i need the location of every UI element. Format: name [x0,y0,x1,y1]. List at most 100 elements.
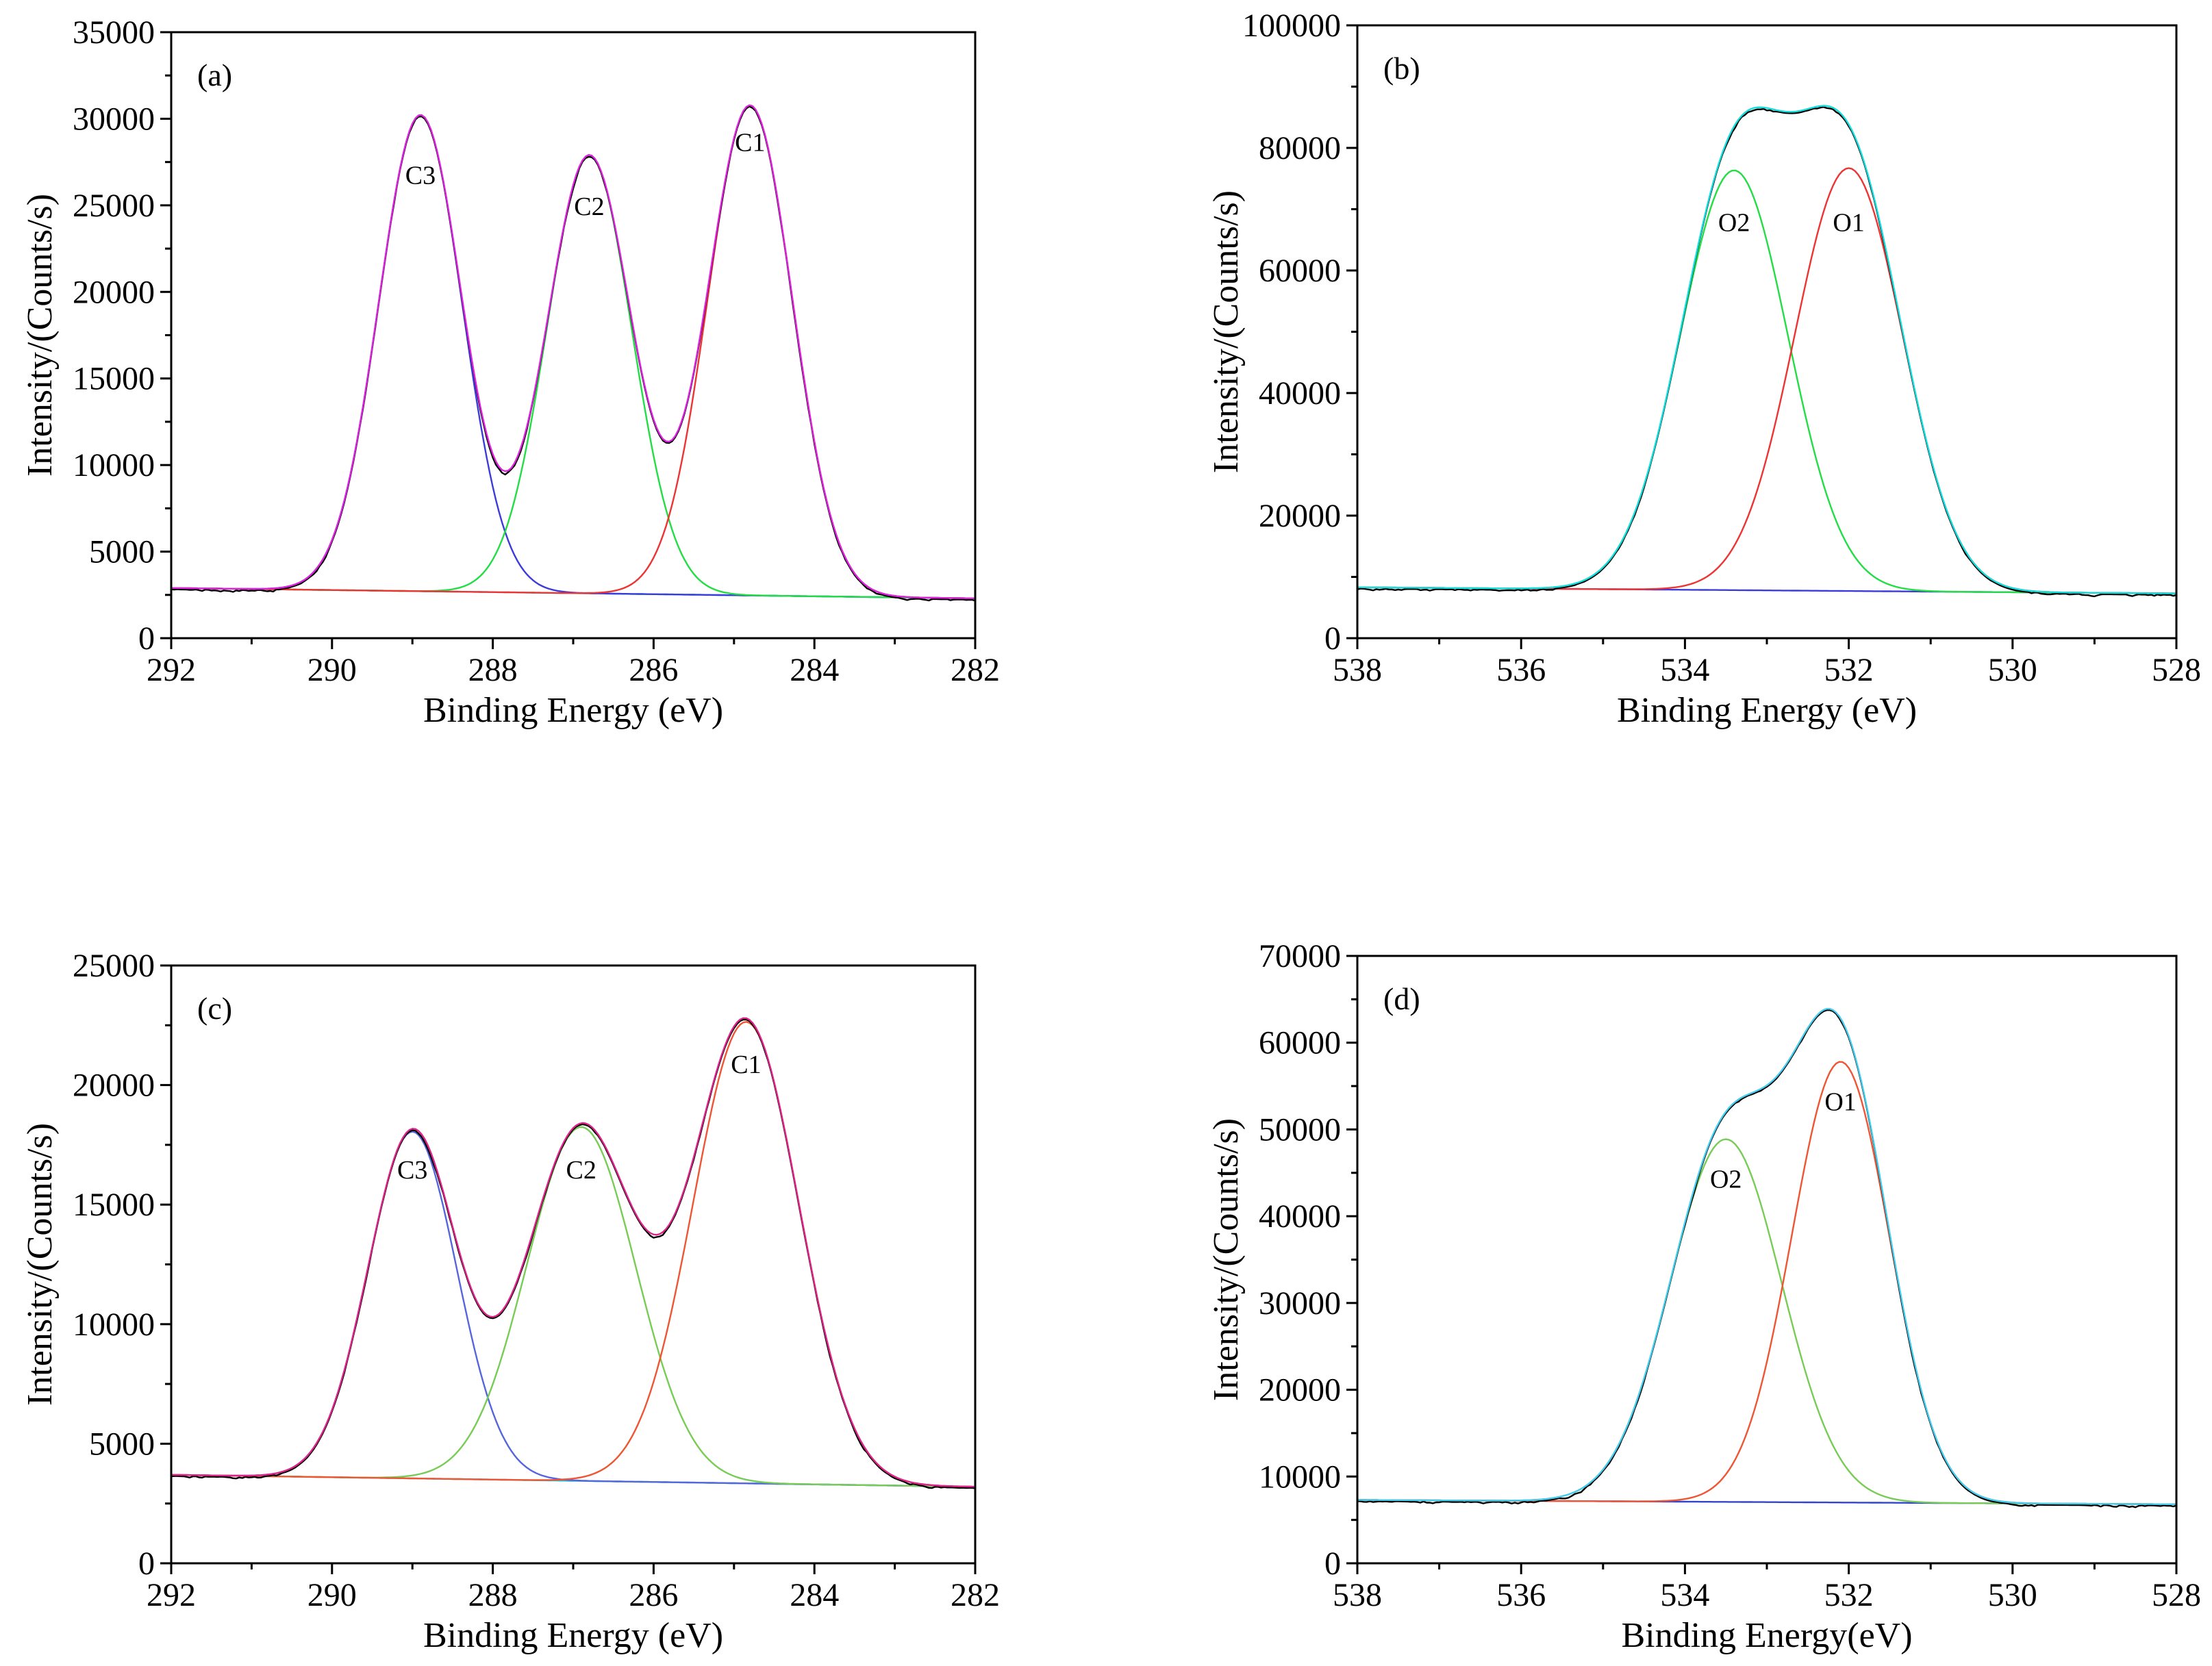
peak-label-o1: O1 [1824,1088,1856,1117]
x-axis-title: Binding Energy (eV) [423,691,723,730]
y-tick-label: 0 [1324,620,1341,657]
peak-label-c2: C2 [566,1156,596,1185]
x-tick-label: 532 [1824,1577,1874,1613]
panel-tag: (b) [1383,51,1420,86]
peak-label-o2: O2 [1710,1165,1742,1194]
y-tick-label: 30000 [1259,1285,1341,1322]
x-tick-label: 534 [1660,1577,1709,1613]
y-tick-label: 60000 [1259,1025,1341,1061]
x-tick-label: 528 [2152,1577,2201,1613]
x-tick-label: 286 [629,652,678,688]
chart-panel-4: 538 536 534 532 530 528 0 10000 20000 30000 40000 5… [1207,938,2201,1655]
x-tick-label: 538 [1333,1577,1382,1613]
peak-label-c1: C1 [731,1050,761,1079]
raw-spectrum-line [1357,106,2176,598]
x-tick-label: 528 [2152,652,2201,688]
y-tick-label: 30000 [73,101,155,137]
y-axis-title: Intensity/(Counts/s) [21,1123,60,1406]
plot-frame [1356,24,2178,640]
chart-panel-3: 292 290 288 286 284 282 0 5000 10000 15000 20000 25… [21,948,1000,1655]
y-tick-label: 10000 [73,447,155,483]
envelope-line [171,1017,975,1488]
y-tick-label: 25000 [73,948,155,984]
x-tick-label: 532 [1824,652,1874,688]
raw-spectrum-line [1357,1009,2176,1509]
fit-peak-o1 [1357,167,2176,594]
x-tick-label: 292 [147,1577,196,1613]
x-tick-label: 284 [790,652,839,688]
x-tick-label: 530 [1988,652,2037,688]
y-tick-label: 20000 [1259,498,1341,534]
y-tick-label: 20000 [73,274,155,310]
fit-peak-o1 [1357,1061,2176,1505]
x-tick-label: 530 [1988,1577,2037,1613]
y-tick-label: 50000 [1259,1111,1341,1148]
peak-label-o1: O1 [1833,208,1864,237]
x-tick-label: 290 [307,652,357,688]
x-axis-title: Binding Energy(eV) [1621,1616,1912,1655]
panel-tag: (d) [1383,981,1420,1016]
fit-peak-c3 [171,1131,975,1488]
y-tick-label: 80000 [1259,130,1341,166]
peak-label-c3: C3 [397,1156,427,1185]
x-tick-label: 288 [468,1577,518,1613]
fit-peak-c1 [171,1021,975,1488]
x-tick-label: 286 [629,1577,678,1613]
fit-peak-o2 [1357,169,2176,594]
x-axis-title: Binding Energy (eV) [423,1616,723,1655]
peak-label-c3: C3 [405,161,436,190]
y-tick-label: 5000 [89,534,155,570]
y-tick-label: 10000 [1259,1459,1341,1495]
y-tick-label: 10000 [73,1307,155,1343]
plot-frame [1356,955,2178,1565]
panel-tag: (c) [197,991,232,1026]
x-tick-label: 282 [951,1577,1000,1613]
curve-group [171,1017,975,1489]
y-tick-label: 20000 [73,1068,155,1104]
plot-frame [170,31,977,640]
y-tick-label: 15000 [73,1187,155,1223]
x-tick-label: 282 [951,652,1000,688]
y-tick-label: 70000 [1259,938,1341,974]
y-tick-label: 40000 [1259,1198,1341,1235]
raw-spectrum-line [171,105,975,602]
x-tick-label: 288 [468,652,518,688]
x-tick-label: 536 [1496,652,1546,688]
envelope-line [1357,1008,2176,1505]
y-tick-label: 0 [1324,1545,1341,1582]
y-tick-label: 0 [138,1545,155,1582]
y-tick-label: 25000 [73,188,155,224]
x-tick-label: 290 [307,1577,357,1613]
peak-label-c2: C2 [574,192,604,221]
peak-label-o2: O2 [1718,208,1750,237]
y-tick-label: 5000 [89,1426,155,1462]
x-axis-title: Binding Energy (eV) [1617,691,1917,730]
y-tick-label: 100000 [1242,8,1341,44]
fit-peak-c1 [171,104,975,599]
panel-tag: (a) [197,58,232,92]
x-tick-label: 538 [1333,652,1382,688]
y-axis-title: Intensity/(Counts/s) [1207,190,1246,473]
y-tick-label: 15000 [73,361,155,397]
y-tick-label: 0 [138,620,155,657]
y-axis-title: Intensity/(Counts/s) [1207,1118,1246,1401]
envelope-line [1357,105,2176,594]
y-axis-title: Intensity/(Counts/s) [21,194,60,477]
curve-group [1357,1008,2176,1509]
y-tick-label: 40000 [1259,375,1341,412]
envelope-line [171,104,975,599]
x-tick-label: 534 [1660,652,1709,688]
curve-group [1357,105,2176,598]
y-tick-label: 35000 [73,14,155,51]
x-tick-label: 292 [147,652,196,688]
fit-peak-o2 [1357,1138,2176,1505]
curve-group [171,104,975,602]
chart-panel-1: 292 290 288 286 284 282 0 5000 10000 15000 20000 25… [21,14,1000,730]
x-tick-label: 284 [790,1577,839,1613]
y-tick-label: 20000 [1259,1372,1341,1409]
plot-frame [170,964,977,1565]
chart-panel-2: 538 536 534 532 530 528 0 20000 40000 60000 80000 1… [1207,8,2201,730]
x-tick-label: 536 [1496,1577,1546,1613]
raw-spectrum-line [171,1018,975,1489]
